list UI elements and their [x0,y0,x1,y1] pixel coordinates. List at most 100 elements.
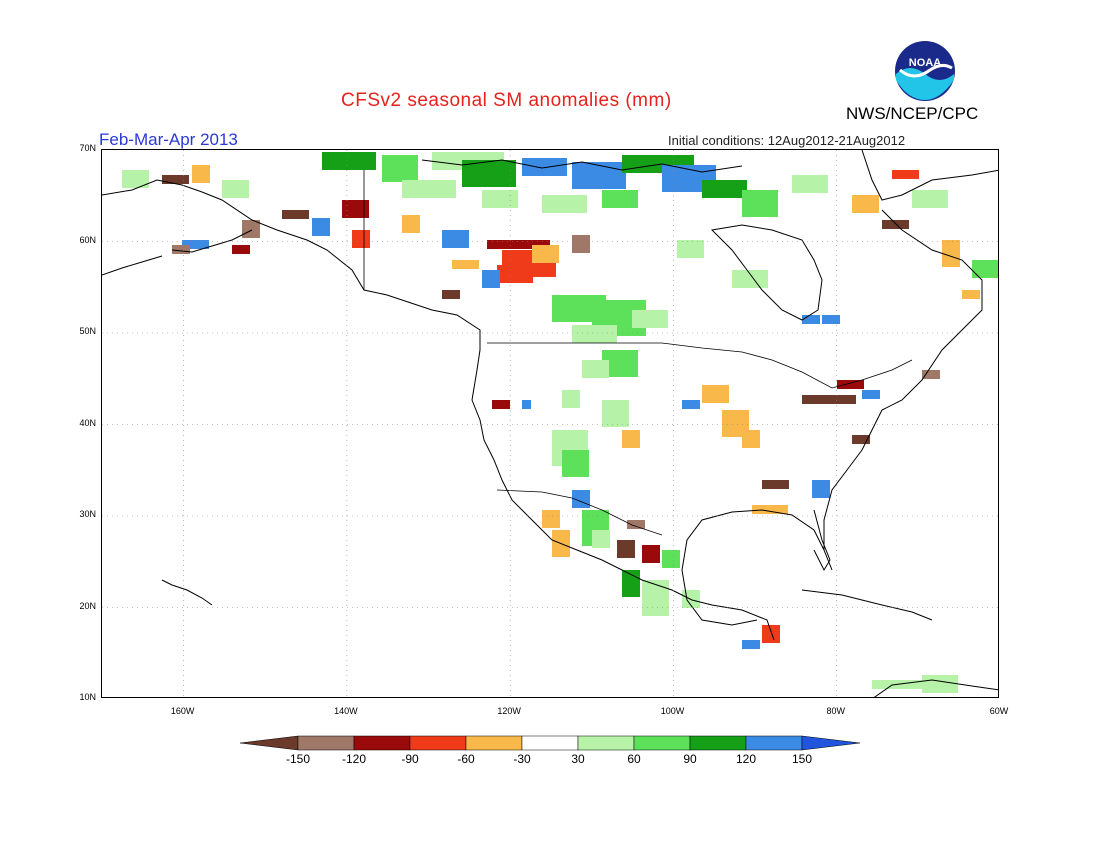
coastline-hawaii [161,579,213,606]
anomaly-cell [962,290,971,299]
anomaly-cell [751,190,760,199]
anomaly-cell [360,209,369,218]
lon-label: 120W [497,706,521,716]
anomaly-cell [560,204,569,213]
anomaly-cell [631,439,640,448]
anomaly-cell [691,599,700,608]
anomaly-cell [482,279,491,288]
anomaly-cell [542,195,551,204]
anomaly-cell [382,173,391,182]
anomaly-cell [810,184,819,193]
anomaly-cell [631,570,640,579]
anomaly-cell [570,439,579,448]
anomaly-cell [711,180,720,189]
anomaly-cell [632,310,641,319]
anomaly-cell [552,304,561,313]
anomaly-cell [180,175,189,184]
anomaly-cell [551,204,560,213]
anomaly-cell [402,224,411,233]
anomaly-cell [608,325,617,334]
anomaly-cell [620,418,629,427]
anomaly-cell [608,162,617,171]
anomaly-cell [360,200,369,209]
anomaly-cell [861,435,870,444]
anomaly-cell [498,169,507,178]
anomaly-cell [579,313,588,322]
anomaly-cell [322,152,331,161]
anomaly-cell [438,180,447,189]
anomaly-cell [601,530,610,539]
colorbar-min-arrow [240,735,299,751]
anomaly-cell [558,167,567,176]
anomaly-cell [442,290,451,299]
anomaly-cell [882,220,891,229]
anomaly-cell [201,174,210,183]
anomaly-cell [547,259,556,268]
anomaly-cell [240,189,249,198]
anomaly-cell [538,268,547,277]
anomaly-cell [351,200,360,209]
anomaly-cell [590,180,599,189]
anomaly-cell [572,490,581,499]
anomaly-cell [951,249,960,258]
anomaly-cell [990,260,998,269]
anomaly-cell [608,180,617,189]
anomaly-cell [698,165,707,174]
anomaly-cell [682,599,691,608]
anomaly-cell [602,418,611,427]
anomaly-cell [769,208,778,217]
colorbar-segment [409,735,467,751]
colorbar-tick-label: 150 [791,752,813,766]
anomaly-cell [622,155,631,164]
anomaly-cell [637,327,646,336]
anomaly-cell [740,419,749,428]
colorbar-segment [689,735,747,751]
anomaly-cell [532,254,541,263]
colorbar-tick-label: 60 [627,752,641,766]
anomaly-cell [497,274,506,283]
anomaly-cell [620,368,629,377]
anomaly-cell [741,279,750,288]
anomaly-cell [411,180,420,189]
anomaly-cell [620,359,629,368]
anomaly-cell [658,155,667,164]
anomaly-cell [636,520,645,529]
anomaly-cell [552,295,561,304]
anomaly-cell [651,607,660,616]
anomaly-cell [342,200,351,209]
anomaly-cell [321,218,330,227]
anomaly-cell [931,675,940,684]
anomaly-cell [600,519,609,528]
anomaly-cell [870,204,879,213]
coastline-florida [813,509,831,572]
anomaly-cell [742,439,751,448]
anomaly-cell [611,190,620,199]
anomaly-cell [972,260,981,269]
anomaly-cell [542,510,551,519]
anomaly-cell [507,178,516,187]
anomaly-cell [942,249,951,258]
anomaly-cell [358,152,367,161]
anomaly-cell [452,260,461,269]
anomaly-cell [241,245,250,254]
anomaly-cell [602,400,611,409]
anomaly-cell [322,161,331,170]
anomaly-cell [671,165,680,174]
anomaly-cell [460,239,469,248]
lat-label: 50N [79,326,96,336]
anomaly-cell [626,549,635,558]
anomaly-cell [847,395,856,404]
anomaly-cell [751,439,760,448]
anomaly-cell [659,319,668,328]
anomaly-cell [660,607,669,616]
anomaly-cell [852,195,861,204]
anomaly-cell [590,334,599,343]
anomaly-cells [122,152,998,693]
anomaly-cell [562,390,571,399]
anomaly-cell [677,240,686,249]
anomaly-cell [552,430,561,439]
anomaly-cell [581,171,590,180]
coastline-hudson [710,224,823,321]
anomaly-cell [650,319,659,328]
anomaly-cell [662,183,671,192]
